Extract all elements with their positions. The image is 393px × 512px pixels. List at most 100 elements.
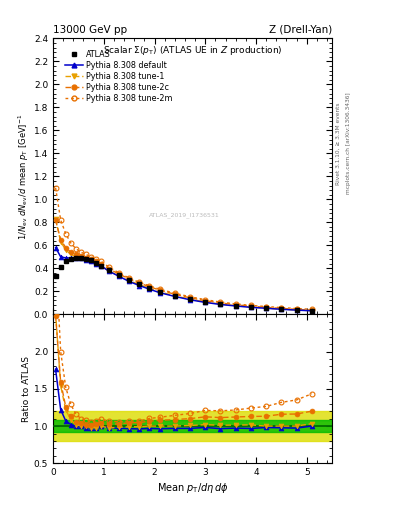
Pythia 8.308 default [188,296,193,303]
Pythia 8.308 default [117,273,121,280]
Pythia 8.308 tune-2m [147,283,152,289]
Pythia 8.308 tune-1 [84,256,88,262]
Pythia 8.308 tune-2c [79,252,83,259]
Text: mcplots.cern.ch [arXiv:1306.3436]: mcplots.cern.ch [arXiv:1306.3436] [346,93,351,194]
Pythia 8.308 tune-2m [117,270,121,276]
Pythia 8.308 tune-1 [73,254,78,260]
Pythia 8.308 default [279,306,284,312]
Pythia 8.308 tune-1 [279,306,284,312]
Pythia 8.308 default [309,308,314,314]
Pythia 8.308 tune-2c [264,304,268,310]
Pythia 8.308 tune-2m [127,275,132,281]
Pythia 8.308 tune-1 [157,289,162,295]
Pythia 8.308 tune-2c [84,255,88,261]
Pythia 8.308 tune-2m [188,294,193,300]
Pythia 8.308 tune-2c [73,251,78,258]
Pythia 8.308 tune-2m [63,231,68,237]
Pythia 8.308 tune-2m [309,306,314,312]
Legend: ATLAS, Pythia 8.308 default, Pythia 8.308 tune-1, Pythia 8.308 tune-2c, Pythia 8: ATLAS, Pythia 8.308 default, Pythia 8.30… [62,48,175,106]
Pythia 8.308 default [94,261,99,267]
Pythia 8.308 default [73,255,78,261]
Pythia 8.308 tune-2c [99,261,104,267]
Line: Pythia 8.308 tune-1: Pythia 8.308 tune-1 [53,217,314,313]
Pythia 8.308 tune-1 [137,282,141,288]
Pythia 8.308 tune-2m [294,306,299,312]
Pythia 8.308 default [233,303,238,309]
Pythia 8.308 tune-2c [309,307,314,313]
Pythia 8.308 tune-2c [53,217,58,223]
Pythia 8.308 default [79,255,83,261]
Pythia 8.308 tune-2m [279,305,284,311]
Pythia 8.308 tune-2c [188,295,193,301]
Pythia 8.308 tune-1 [264,305,268,311]
Pythia 8.308 default [58,254,63,260]
Pythia 8.308 tune-2c [127,276,132,282]
Line: Pythia 8.308 tune-2c: Pythia 8.308 tune-2c [53,218,314,312]
Pythia 8.308 tune-2c [203,297,208,304]
Pythia 8.308 tune-2m [203,296,208,303]
Pythia 8.308 tune-2c [218,300,223,306]
Pythia 8.308 tune-2m [53,185,58,191]
Pythia 8.308 default [53,245,58,251]
Text: Rivet 3.1.10, ≥ 3.3M events: Rivet 3.1.10, ≥ 3.3M events [336,102,341,185]
Pythia 8.308 default [107,268,111,274]
Pythia 8.308 tune-1 [53,216,58,222]
Pythia 8.308 tune-2c [117,271,121,277]
Y-axis label: $1/N_\mathrm{ev}$ $dN_\mathrm{ev}/d$ mean $p_\mathrm{T}$ [GeV]$^{-1}$: $1/N_\mathrm{ev}$ $dN_\mathrm{ev}/d$ mea… [17,113,31,240]
Pythia 8.308 tune-1 [94,261,99,267]
Pythia 8.308 tune-2m [94,256,99,262]
Pythia 8.308 tune-1 [233,303,238,309]
Pythia 8.308 tune-1 [188,296,193,302]
Pythia 8.308 default [264,305,268,311]
Pythia 8.308 tune-2m [73,246,78,252]
Pythia 8.308 tune-1 [173,293,177,299]
Pythia 8.308 default [63,255,68,261]
Pythia 8.308 tune-2m [173,290,177,296]
Pythia 8.308 tune-2c [68,249,73,255]
Pythia 8.308 default [99,263,104,269]
Pythia 8.308 tune-2c [294,306,299,312]
Pythia 8.308 tune-2c [107,266,111,272]
Pythia 8.308 tune-1 [68,251,73,258]
Pythia 8.308 default [127,279,132,285]
Pythia 8.308 tune-2c [94,259,99,265]
X-axis label: Mean $p_\mathrm{T}/d\eta\,d\phi$: Mean $p_\mathrm{T}/d\eta\,d\phi$ [157,481,228,496]
Pythia 8.308 tune-2c [58,237,63,243]
Pythia 8.308 tune-2c [63,245,68,251]
Text: ATLAS_2019_I1736531: ATLAS_2019_I1736531 [149,212,220,218]
Pythia 8.308 default [248,304,253,310]
Pythia 8.308 tune-2m [79,249,83,255]
Pythia 8.308 tune-1 [99,263,104,269]
Pythia 8.308 tune-2m [99,259,104,265]
Pythia 8.308 tune-1 [218,301,223,307]
Pythia 8.308 default [147,286,152,292]
Pythia 8.308 tune-2c [173,291,177,297]
Pythia 8.308 tune-2m [89,254,94,260]
Pythia 8.308 default [137,283,141,289]
Pythia 8.308 tune-1 [117,273,121,279]
Pythia 8.308 tune-2c [248,303,253,309]
Pythia 8.308 tune-1 [79,255,83,261]
Pythia 8.308 tune-2m [68,240,73,246]
Pythia 8.308 default [68,255,73,261]
Pythia 8.308 default [157,290,162,296]
Pythia 8.308 tune-2m [157,286,162,292]
Pythia 8.308 tune-1 [248,304,253,310]
Text: 13000 GeV pp: 13000 GeV pp [53,25,127,35]
Pythia 8.308 tune-1 [107,268,111,274]
Pythia 8.308 tune-2m [233,301,238,307]
Line: Pythia 8.308 tune-2m: Pythia 8.308 tune-2m [53,185,314,312]
Pythia 8.308 tune-2m [248,302,253,308]
Pythia 8.308 tune-2c [89,256,94,262]
Pythia 8.308 tune-2c [147,284,152,290]
Pythia 8.308 tune-2m [264,304,268,310]
Pythia 8.308 tune-2c [279,305,284,311]
Pythia 8.308 tune-1 [89,259,94,265]
Pythia 8.308 tune-1 [309,308,314,314]
Pythia 8.308 default [203,300,208,306]
Pythia 8.308 tune-2m [84,251,88,258]
Text: Scalar $\Sigma(p_\mathrm{T})$ (ATLAS UE in $Z$ production): Scalar $\Sigma(p_\mathrm{T})$ (ATLAS UE … [103,44,282,57]
Pythia 8.308 tune-1 [203,299,208,305]
Pythia 8.308 tune-2m [218,299,223,305]
Pythia 8.308 default [89,259,94,265]
